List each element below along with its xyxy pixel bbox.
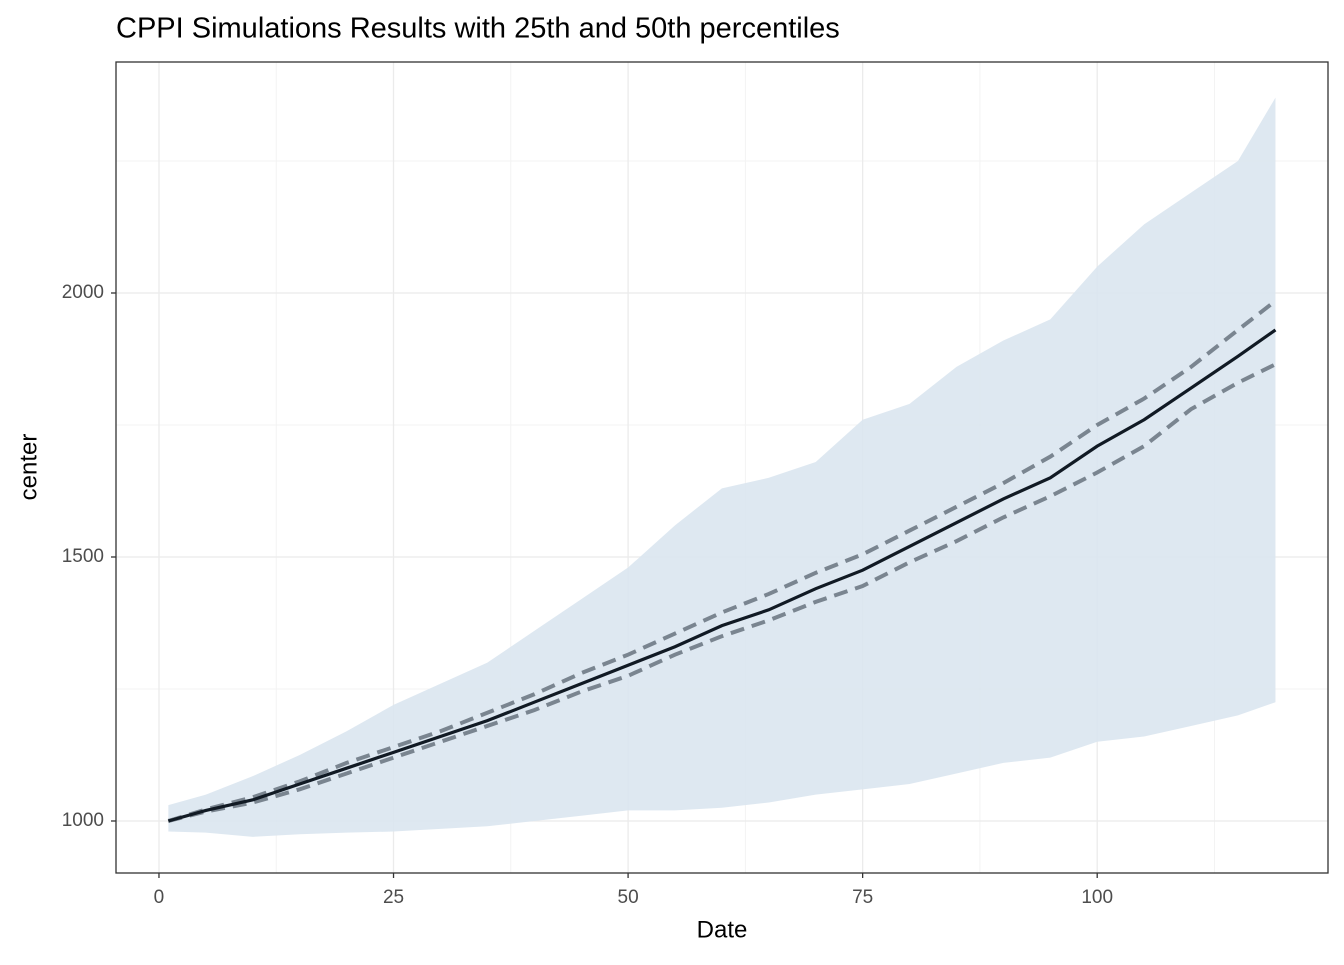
x-tick-label: 0	[154, 887, 165, 908]
plot-border	[115, 61, 1329, 874]
dashed-line	[167, 362, 1277, 823]
y-tick-label: 1500	[62, 546, 104, 567]
y-tick-label: 1000	[62, 810, 104, 831]
ribbon-area	[168, 97, 1276, 837]
x-tick-label: 100	[1081, 887, 1113, 908]
x-axis-title: Date	[697, 916, 748, 943]
y-tick-label: 2000	[62, 282, 104, 303]
x-tick-label: 25	[383, 887, 404, 908]
y-axis-title: center	[15, 434, 42, 501]
chart-title: CPPI Simulations Results with 25th and 5…	[116, 13, 840, 45]
x-tick-label: 75	[852, 887, 873, 908]
x-tick-label: 50	[618, 887, 639, 908]
center-line	[167, 328, 1277, 823]
dashed-line	[167, 299, 1277, 823]
